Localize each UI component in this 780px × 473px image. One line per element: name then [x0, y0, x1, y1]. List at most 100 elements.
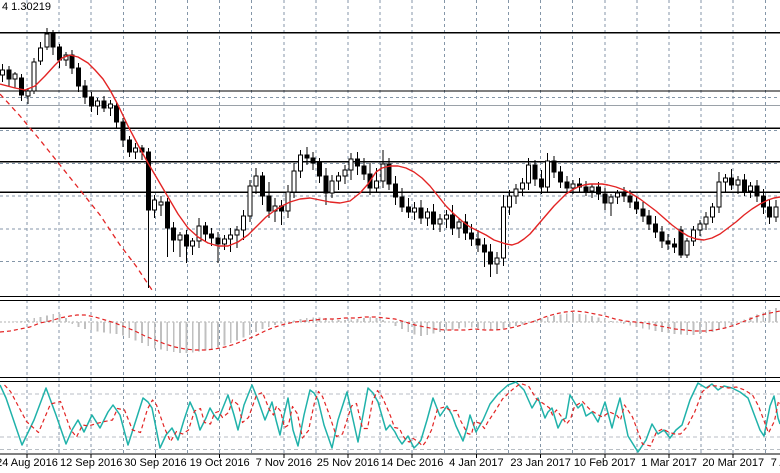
candle: [703, 216, 709, 225]
candle: [621, 192, 627, 197]
candle: [716, 181, 722, 208]
candle: [50, 33, 56, 48]
candle: [6, 69, 12, 80]
x-axis-label: 20 Mar 2017: [702, 457, 764, 469]
candle: [259, 175, 265, 197]
candle: [164, 201, 170, 229]
stochastic-k-line: [0, 381, 780, 453]
candle: [95, 100, 101, 107]
candle: [196, 225, 202, 242]
candle: [513, 188, 519, 197]
moving-average-line: [0, 54, 780, 247]
candle: [684, 240, 690, 256]
candle: [462, 221, 468, 234]
candle: [101, 100, 107, 109]
candle: [190, 240, 196, 247]
candle: [114, 105, 120, 123]
x-axis-label: 12 Sep 2016: [60, 457, 122, 469]
trendline[interactable]: [0, 93, 153, 291]
candle: [469, 232, 475, 240]
x-axis-label: 7 Apr 2017: [771, 457, 780, 469]
candle: [748, 185, 754, 192]
candle: [557, 171, 563, 183]
candle: [317, 162, 322, 177]
candle: [691, 229, 697, 242]
candle: [678, 229, 684, 256]
candle: [0, 69, 5, 76]
candle: [361, 165, 367, 175]
candle: [152, 199, 158, 211]
candle: [386, 163, 392, 185]
candle: [443, 214, 449, 220]
candle: [355, 158, 361, 167]
x-axis-label: 19 Oct 2016: [190, 457, 250, 469]
candle: [488, 251, 494, 265]
x-axis-label: 25 Nov 2016: [317, 457, 379, 469]
macd-signal-line: [0, 310, 780, 351]
candle: [475, 238, 481, 246]
candle: [82, 85, 88, 98]
candle: [253, 175, 259, 187]
candle: [500, 206, 506, 259]
candle: [12, 73, 18, 80]
candle: [380, 163, 386, 182]
candle: [437, 218, 443, 225]
candle: [735, 179, 741, 186]
candle: [551, 160, 557, 173]
candle: [627, 195, 633, 203]
candle: [665, 240, 671, 245]
candle: [25, 90, 31, 97]
candle: [646, 215, 652, 225]
candle: [145, 151, 151, 211]
candle: [564, 181, 570, 189]
candle: [126, 139, 132, 153]
candle: [595, 186, 601, 195]
candle: [526, 164, 532, 184]
candle: [494, 257, 500, 265]
candle: [19, 77, 25, 96]
x-axis-label: 10 Feb 2017: [574, 457, 636, 469]
candle: [336, 175, 342, 182]
candle: [653, 223, 659, 233]
candle: [38, 47, 44, 62]
candle: [481, 244, 487, 253]
candle: [57, 46, 63, 61]
candle: [634, 201, 639, 210]
candle: [583, 186, 589, 192]
x-axis-label: 14 Dec 2016: [381, 457, 443, 469]
candle: [323, 175, 329, 194]
candle: [456, 221, 462, 229]
candle: [209, 233, 215, 239]
candle: [202, 225, 208, 235]
candle: [221, 238, 227, 245]
candle: [183, 234, 189, 247]
candle: [228, 234, 234, 240]
candle: [31, 61, 37, 92]
candle: [450, 214, 456, 229]
candle: [405, 206, 411, 213]
candle: [754, 185, 760, 197]
x-axis-label: 7 Nov 2016: [256, 457, 312, 469]
candle: [710, 206, 716, 218]
candle: [519, 182, 525, 190]
candle: [538, 178, 544, 188]
candle: [659, 231, 665, 242]
candle: [608, 196, 614, 204]
candle: [412, 207, 418, 213]
candle: [767, 206, 773, 218]
candle: [297, 154, 303, 172]
candle: [570, 183, 576, 189]
candle: [120, 121, 126, 141]
candle: [545, 160, 551, 188]
x-axis-label: 23 Jan 2017: [510, 457, 571, 469]
candle: [614, 192, 620, 198]
candle: [44, 33, 50, 48]
candle: [729, 177, 735, 186]
candle: [602, 193, 608, 204]
candle: [399, 196, 405, 208]
candle: [234, 229, 240, 236]
candle: [107, 103, 113, 109]
candle: [697, 223, 703, 231]
